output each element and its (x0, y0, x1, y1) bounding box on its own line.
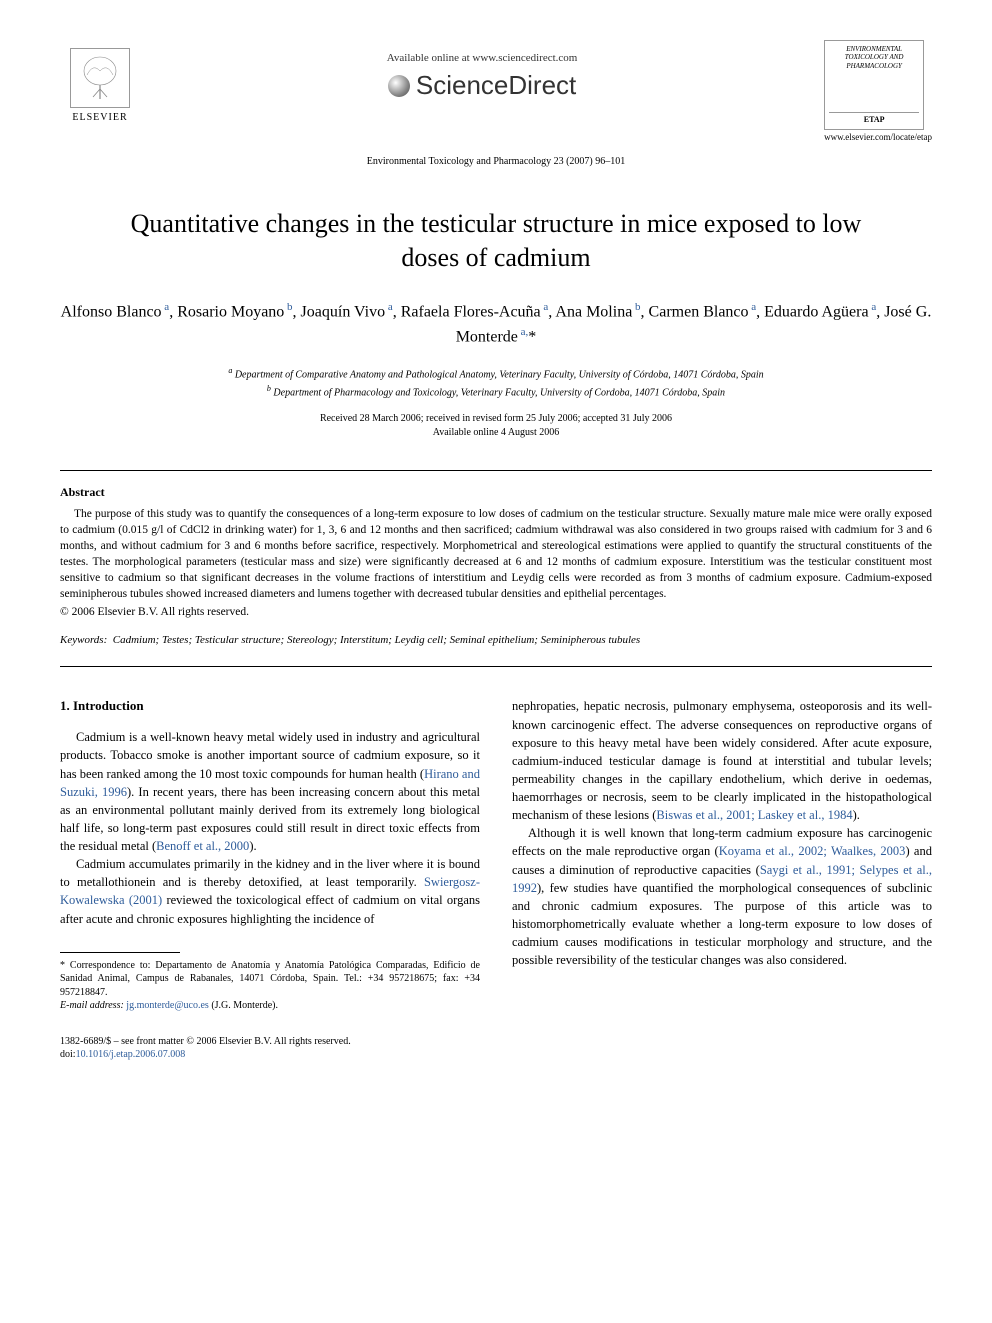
left-column: 1. Introduction Cadmium is a well-known … (60, 697, 480, 1012)
divider-bottom (60, 666, 932, 667)
keywords: Keywords: Cadmium; Testes; Testicular st… (60, 634, 932, 646)
abstract-heading: Abstract (60, 485, 932, 500)
footnote-email-line: E-mail address: jg.monterde@uco.es (J.G.… (60, 999, 480, 1013)
elsevier-tree-icon (70, 48, 130, 108)
journal-cover-line: ENVIRONMENTAL (846, 45, 902, 53)
doi-label: doi: (60, 1049, 76, 1060)
publisher-name: ELSEVIER (72, 112, 127, 123)
journal-cover-block: ENVIRONMENTAL TOXICOLOGY AND PHARMACOLOG… (824, 40, 932, 142)
journal-cover-line: TOXICOLOGY AND (845, 53, 904, 61)
corresponding-footnote: * Correspondence to: Departamento de Ana… (60, 959, 480, 1013)
body-para: Although it is well known that long-term… (512, 824, 932, 969)
affiliations: a Department of Comparative Anatomy and … (60, 365, 932, 400)
divider-top (60, 470, 932, 471)
dates-online: Available online 4 August 2006 (60, 426, 932, 440)
sciencedirect-brand: ScienceDirect (388, 70, 576, 101)
page-footer: 1382-6689/$ – see front matter © 2006 El… (60, 1035, 932, 1062)
footer-doi-line: doi:10.1016/j.etap.2006.07.008 (60, 1048, 932, 1062)
sciencedirect-icon (388, 75, 410, 97)
abstract-text: The purpose of this study was to quantif… (60, 506, 932, 603)
email-suffix: (J.G. Monterde). (211, 1000, 278, 1011)
footnote-divider (60, 952, 180, 953)
doi-link[interactable]: 10.1016/j.etap.2006.07.008 (76, 1049, 186, 1060)
article-dates: Received 28 March 2006; received in revi… (60, 412, 932, 440)
dates-received: Received 28 March 2006; received in revi… (60, 412, 932, 426)
affiliation-b: b Department of Pharmacology and Toxicol… (60, 383, 932, 400)
section-heading-intro: 1. Introduction (60, 697, 480, 716)
elsevier-logo: ELSEVIER (60, 40, 140, 130)
corr-email[interactable]: jg.monterde@uco.es (126, 1000, 209, 1011)
header-row: ELSEVIER Available online at www.science… (60, 40, 932, 142)
abstract-copyright: © 2006 Elsevier B.V. All rights reserved… (60, 606, 932, 618)
body-para: Cadmium is a well-known heavy metal wide… (60, 728, 480, 855)
footer-front-matter: 1382-6689/$ – see front matter © 2006 El… (60, 1035, 932, 1049)
journal-cover-line: PHARMACOLOGY (846, 62, 902, 70)
platform-name: ScienceDirect (416, 70, 576, 101)
keywords-list: Cadmium; Testes; Testicular structure; S… (113, 634, 640, 646)
right-column: nephropaties, hepatic necrosis, pulmonar… (512, 697, 932, 1012)
keywords-label: Keywords: (60, 634, 107, 646)
affiliation-a: a Department of Comparative Anatomy and … (60, 365, 932, 382)
article-title: Quantitative changes in the testicular s… (100, 207, 892, 275)
body-columns: 1. Introduction Cadmium is a well-known … (60, 697, 932, 1012)
available-online-text: Available online at www.sciencedirect.co… (140, 52, 824, 64)
authors-list: Alfonso Blanco a, Rosario Moyano b, Joaq… (60, 299, 932, 350)
citation-line: Environmental Toxicology and Pharmacolog… (60, 156, 932, 167)
journal-abbrev: ETAP (829, 112, 919, 125)
center-header: Available online at www.sciencedirect.co… (140, 40, 824, 101)
body-para: nephropaties, hepatic necrosis, pulmonar… (512, 697, 932, 824)
footnote-corr-text: * Correspondence to: Departamento de Ana… (60, 959, 480, 1000)
email-label: E-mail address: (60, 1000, 124, 1011)
journal-url: www.elsevier.com/locate/etap (824, 132, 932, 142)
body-para: Cadmium accumulates primarily in the kid… (60, 855, 480, 928)
journal-cover: ENVIRONMENTAL TOXICOLOGY AND PHARMACOLOG… (824, 40, 924, 130)
